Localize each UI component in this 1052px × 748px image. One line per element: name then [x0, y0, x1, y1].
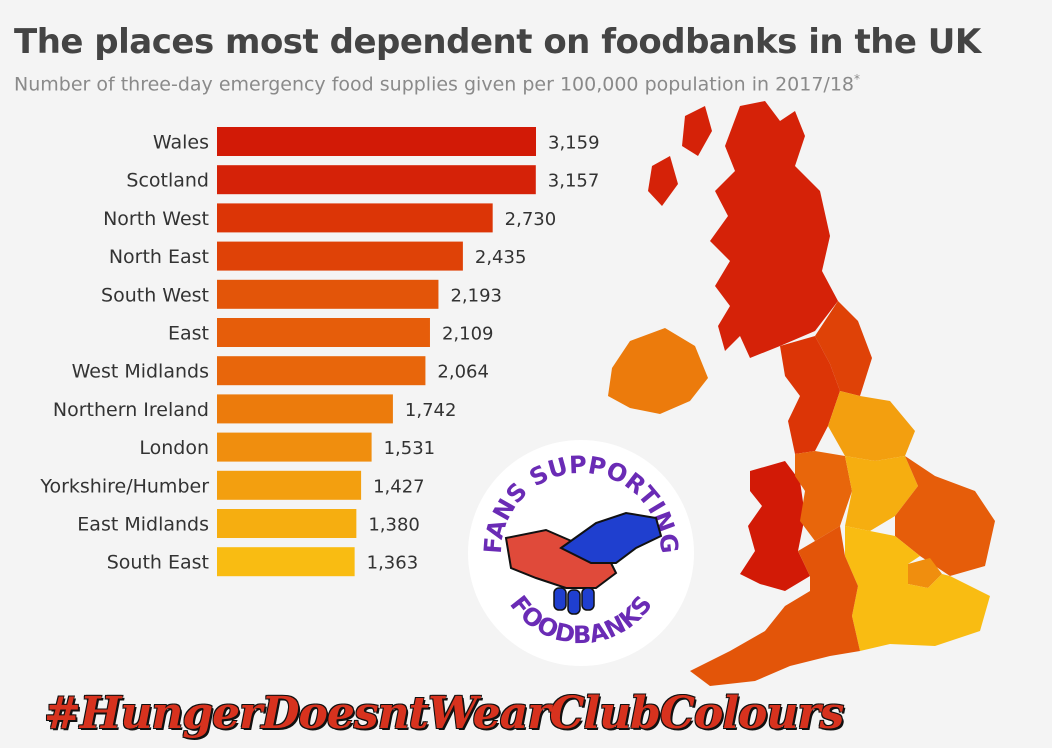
uk-regions-map [608, 101, 995, 686]
category-label: Scotland [126, 170, 209, 192]
map-region-east [895, 456, 995, 576]
value-label: 1,531 [384, 438, 436, 459]
bar [217, 394, 393, 424]
category-label: Northern Ireland [53, 399, 209, 421]
value-label: 1,427 [373, 476, 425, 497]
value-label: 2,435 [475, 247, 527, 268]
map-island-west [648, 156, 678, 206]
bar [217, 241, 463, 271]
category-label: East Midlands [77, 514, 209, 536]
value-label: 1,363 [367, 553, 419, 574]
hashtag-banner: #HungerDoesntWearClubColours [44, 688, 844, 739]
bar [217, 356, 426, 386]
map-region-scotland [710, 101, 838, 358]
value-label: 2,730 [505, 209, 557, 230]
category-label: West Midlands [72, 361, 209, 383]
category-label: London [139, 437, 209, 459]
chart-title: The places most dependent on foodbanks i… [14, 22, 981, 62]
value-label: 2,109 [442, 324, 494, 345]
bar [217, 279, 439, 309]
value-label: 1,742 [405, 400, 457, 421]
handshake-icon [504, 511, 663, 615]
bar [217, 432, 372, 462]
bar-chart: Wales 3,159 Scotland 3,157 North West 2,730 No… [39, 127, 600, 577]
category-label: South West [101, 284, 209, 306]
map-region-south-west [690, 526, 860, 686]
map-region-south-east [845, 526, 990, 651]
subtitle-footnote-mark: * [854, 72, 860, 86]
category-label: East [168, 323, 209, 345]
category-label: South East [107, 552, 209, 574]
bar [217, 470, 362, 500]
bar [217, 509, 357, 538]
map-region-east-midlands [845, 456, 918, 531]
category-label: North East [109, 246, 209, 268]
bar [217, 318, 430, 347]
chart-subtitle: Number of three-day emergency food suppl… [14, 72, 860, 95]
value-label: 3,157 [548, 171, 600, 192]
bar [217, 547, 355, 577]
fans-supporting-foodbanks-badge: FANS SUPPORTING FOODBANKS [468, 440, 694, 666]
category-label: Yorkshire/Humber [39, 475, 209, 497]
value-label: 3,159 [548, 133, 600, 154]
map-region-west-midlands [795, 451, 852, 541]
value-label: 1,380 [368, 515, 420, 536]
map-region-north-west [780, 336, 840, 454]
map-island-north [682, 106, 712, 156]
map-region-northern-ireland [608, 328, 708, 414]
bar [217, 203, 493, 233]
map-region-wales [740, 461, 810, 591]
map-region-london [908, 558, 942, 588]
map-region-yorkshire-humber [828, 391, 915, 461]
bar [217, 165, 536, 195]
value-label: 2,064 [437, 362, 489, 383]
subtitle-text: Number of three-day emergency food suppl… [14, 73, 854, 96]
category-label: Wales [153, 132, 209, 154]
value-label: 2,193 [450, 285, 502, 306]
bar [217, 127, 536, 156]
map-region-north-east [815, 301, 872, 396]
category-label: North West [103, 208, 209, 230]
